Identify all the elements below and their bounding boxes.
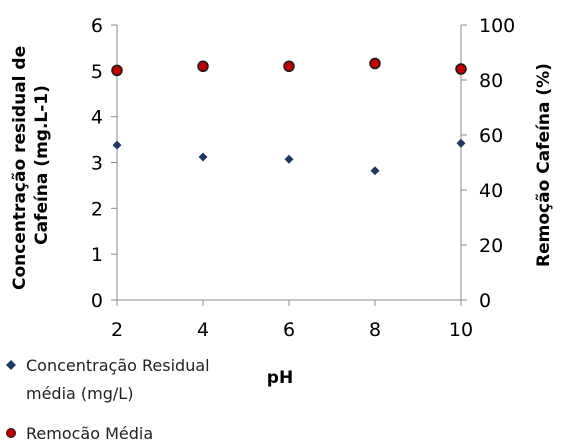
y-left-title-line-1: Concentração residual de [10, 46, 30, 290]
legend-label-remocao: Remocão Média [26, 424, 154, 443]
legend-label-line-2: média (mg/L) [26, 384, 134, 403]
removal-point [111, 64, 123, 77]
concentration-point [456, 138, 466, 148]
removal-point [283, 60, 295, 72]
x-tick-label: 10 [449, 319, 473, 341]
y-left-tick-label: 2 [91, 198, 103, 220]
y-right-tick-label: 40 [479, 180, 503, 202]
data-points [111, 57, 467, 176]
concentration-point [198, 152, 208, 162]
y-left-tick-label: 0 [91, 290, 103, 312]
removal-point [197, 60, 209, 72]
diamond-marker-icon [6, 360, 16, 370]
removal-point [369, 57, 381, 70]
legend-label-concentracao: Concentração Residual média (mg/L) [26, 352, 266, 408]
y-left-tick-label: 4 [91, 107, 103, 129]
y-left-axis-title: Concentração residual de Cafeína (mg.L-1… [10, 40, 52, 290]
x-tick-label: 6 [283, 319, 295, 341]
x-axis-title: pH [267, 368, 293, 388]
y-left-title-line-2: Cafeína (mg.L-1) [32, 85, 52, 245]
y-right-axis-title: Remoção Cafeína (%) [534, 63, 554, 267]
y-right-tick-label: 0 [479, 290, 491, 312]
y-right-tick-label: 100 [479, 15, 515, 37]
y-left-tick-label: 6 [91, 15, 103, 37]
x-tick-label: 4 [197, 319, 209, 341]
y-left-tick-label: 5 [91, 61, 103, 83]
y-right-tick-label: 60 [479, 125, 503, 147]
concentration-point [284, 154, 294, 164]
circle-marker-icon [6, 428, 16, 438]
legend-label-line-1: Concentração Residual [26, 356, 210, 375]
x-tick-label: 8 [369, 319, 381, 341]
concentration-point [370, 166, 380, 176]
y-right-tick-label: 80 [479, 70, 503, 92]
y-left-tick-label: 3 [91, 153, 103, 175]
removal-point [455, 63, 467, 75]
concentration-point [112, 140, 122, 150]
x-tick-label: 2 [111, 319, 123, 341]
y-left-tick-label: 1 [91, 244, 103, 266]
y-right-tick-label: 20 [479, 235, 503, 257]
